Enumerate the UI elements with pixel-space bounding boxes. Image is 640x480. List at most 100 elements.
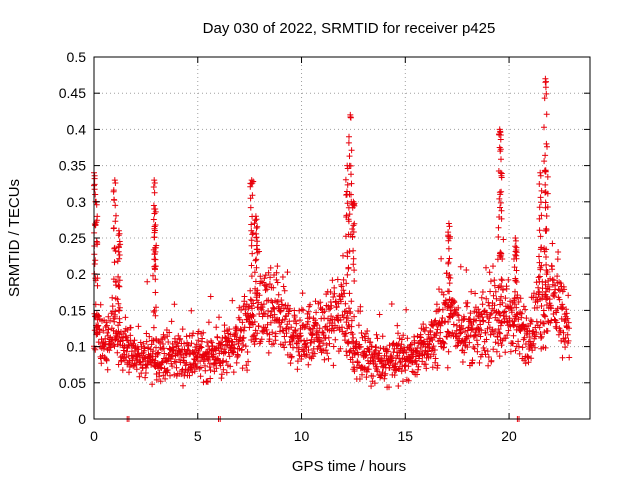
y-tick-label: 0.4 xyxy=(67,121,87,137)
data-point xyxy=(394,322,401,329)
data-point xyxy=(469,357,476,364)
data-point xyxy=(150,216,157,223)
data-point xyxy=(473,337,480,344)
data-point xyxy=(530,340,537,347)
data-point xyxy=(340,252,346,259)
data-point xyxy=(167,372,173,379)
data-point xyxy=(342,330,349,337)
data-point xyxy=(497,204,503,211)
data-point xyxy=(219,341,226,348)
data-point xyxy=(339,293,346,300)
y-axis-title: SRMTID / TECUs xyxy=(6,179,23,297)
data-point xyxy=(440,291,447,298)
data-point xyxy=(265,349,272,356)
data-point xyxy=(510,332,517,339)
data-point xyxy=(205,319,212,326)
data-point xyxy=(116,252,123,258)
data-point xyxy=(536,215,543,222)
data-point xyxy=(146,333,153,340)
data-point xyxy=(512,235,519,241)
data-point xyxy=(433,330,440,337)
data-point xyxy=(92,275,99,282)
data-point xyxy=(544,328,551,334)
data-point xyxy=(467,310,474,317)
data-point xyxy=(280,283,287,290)
data-point xyxy=(417,344,424,351)
data-point xyxy=(500,286,507,293)
data-point xyxy=(378,372,385,379)
data-point xyxy=(487,278,494,285)
data-point xyxy=(351,368,358,375)
data-point xyxy=(513,252,520,259)
data-point xyxy=(279,274,286,280)
data-point xyxy=(427,353,434,360)
data-point xyxy=(517,295,524,302)
data-point xyxy=(309,349,316,356)
data-point xyxy=(447,275,454,281)
data-point xyxy=(451,299,458,306)
data-point xyxy=(152,276,159,283)
data-point xyxy=(248,242,255,249)
data-point xyxy=(498,172,505,179)
data-point xyxy=(295,344,302,351)
data-point xyxy=(563,306,570,313)
data-point xyxy=(251,341,258,348)
data-point xyxy=(252,290,259,297)
data-point xyxy=(439,306,446,313)
data-point xyxy=(412,353,419,360)
data-point xyxy=(330,343,337,350)
data-point xyxy=(133,366,140,373)
data-point xyxy=(307,301,314,308)
data-point xyxy=(317,299,324,306)
data-point xyxy=(348,191,354,198)
data-point xyxy=(556,287,563,294)
data-point xyxy=(395,383,402,389)
data-point xyxy=(348,147,355,154)
data-point xyxy=(542,181,549,188)
data-point xyxy=(344,200,351,207)
data-point xyxy=(104,366,111,373)
data-point xyxy=(243,362,250,369)
data-point xyxy=(368,383,375,390)
data-point xyxy=(350,334,357,341)
data-point xyxy=(227,363,234,370)
data-point xyxy=(342,300,349,307)
data-point xyxy=(248,237,255,244)
data-point xyxy=(273,276,280,283)
data-point xyxy=(151,229,158,236)
data-point xyxy=(405,363,412,370)
data-point xyxy=(105,313,112,320)
data-point xyxy=(512,243,519,250)
data-point xyxy=(476,359,483,366)
data-point xyxy=(496,283,503,290)
data-point xyxy=(502,295,509,302)
data-point xyxy=(370,373,377,380)
data-point xyxy=(324,350,331,357)
data-point xyxy=(318,337,324,344)
data-point xyxy=(559,354,566,361)
data-point xyxy=(178,367,185,374)
data-point xyxy=(321,308,328,315)
data-point xyxy=(273,269,280,276)
data-point xyxy=(347,114,354,121)
data-point xyxy=(171,301,178,308)
data-point xyxy=(346,348,353,355)
data-point xyxy=(303,351,310,358)
data-point xyxy=(505,327,512,334)
data-point xyxy=(493,348,500,355)
data-point xyxy=(247,204,254,211)
data-point xyxy=(543,213,550,219)
data-point xyxy=(258,306,265,313)
data-point xyxy=(544,173,551,180)
data-point xyxy=(251,220,258,227)
data-point xyxy=(497,148,504,155)
data-point xyxy=(508,309,515,316)
data-point xyxy=(526,327,533,334)
data-point xyxy=(305,347,312,353)
data-point xyxy=(513,304,520,311)
data-point xyxy=(497,169,504,176)
data-point xyxy=(538,333,545,340)
data-point xyxy=(455,304,462,311)
data-point xyxy=(533,329,540,336)
data-point xyxy=(533,279,540,286)
